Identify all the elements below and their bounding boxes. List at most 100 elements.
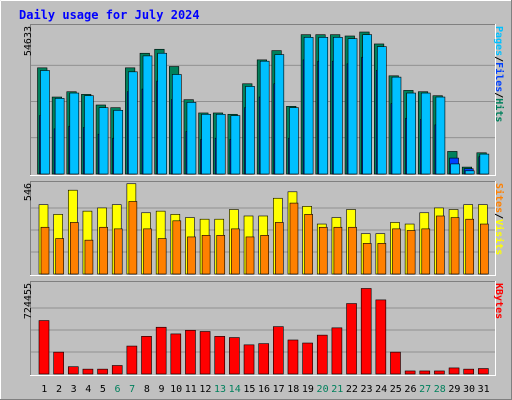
- bar-sites-day-10: [172, 220, 182, 275]
- bar-pages-day-11: [186, 102, 197, 175]
- bar-kbytes-day-17: [273, 326, 284, 375]
- x-tick-label: 31: [478, 384, 490, 395]
- bar-pages-day-6: [113, 110, 124, 175]
- bar-kbytes-day-27: [419, 370, 431, 375]
- bar-sites-day-14: [231, 228, 240, 275]
- bar-kbytes-day-29: [448, 367, 460, 375]
- bar-pages-day-27: [420, 92, 431, 175]
- bar-kbytes-day-2: [53, 351, 64, 375]
- bar-sites-day-3: [69, 222, 79, 275]
- bar-pages-day-29: [450, 163, 460, 175]
- bar-kbytes-day-13: [214, 336, 226, 375]
- bar-kbytes-day-16: [258, 343, 269, 375]
- x-tick-label: 27: [419, 384, 431, 395]
- bars-kbytes: [38, 288, 489, 375]
- x-tick-label: 9: [158, 384, 164, 395]
- x-tick-label: 17: [273, 384, 285, 395]
- bar-sites-day-28: [436, 215, 445, 275]
- legend-entry: Hits: [493, 98, 505, 122]
- bar-sites-day-24: [377, 243, 387, 275]
- bar-pages-day-15: [245, 86, 255, 175]
- bar-pages-day-28: [435, 96, 446, 175]
- bar-sites-day-13: [216, 235, 226, 275]
- bar-kbytes-day-25: [390, 351, 401, 375]
- x-tick-label: 16: [258, 384, 270, 395]
- bar-kbytes-day-6: [111, 365, 123, 375]
- bar-sites-day-7: [128, 201, 138, 275]
- bars-hits-files-pages: [37, 31, 490, 175]
- bar-sites-day-26: [406, 230, 416, 275]
- bar-pages-day-5: [98, 107, 109, 175]
- x-axis-tick-labels: 1 2 3 4 5 6 7 8 9 10 11 12 13 14 15 16 17 18 19 20 21 22 23 24 2…: [41, 384, 489, 395]
- bar-pages-day-14: [230, 115, 241, 175]
- bar-kbytes-day-8: [141, 336, 152, 375]
- bar-pages-day-17: [274, 54, 285, 175]
- bar-sites-day-2: [55, 238, 64, 275]
- bar-pages-day-4: [84, 95, 94, 175]
- bar-sites-day-29: [450, 217, 460, 275]
- bar-sites-day-21: [333, 226, 343, 275]
- bar-sites-day-17: [275, 222, 284, 275]
- bar-kbytes-day-26: [404, 370, 416, 375]
- bar-kbytes-day-28: [434, 370, 445, 375]
- x-tick-label: 15: [243, 384, 255, 395]
- legend: Pages/Files/Hits: [493, 26, 505, 122]
- bar-kbytes-day-19: [302, 342, 313, 375]
- bar-pages-day-10: [172, 74, 182, 175]
- bar-pages-day-3: [69, 92, 80, 175]
- bar-pages-day-9: [157, 52, 167, 175]
- legend-entry: KBytes: [493, 283, 504, 319]
- bar-kbytes-day-1: [38, 320, 50, 375]
- bar-sites-day-1: [40, 226, 50, 275]
- bar-sites-day-23: [362, 243, 372, 275]
- bar-pages-day-7: [128, 71, 138, 175]
- panel-visits-sites: 546 Sites/Visits: [23, 181, 505, 276]
- bar-pages-day-25: [391, 76, 402, 175]
- x-tick-label: 18: [287, 384, 299, 395]
- bar-pages-day-21: [333, 37, 343, 175]
- bar-sites-day-16: [260, 235, 269, 275]
- bar-sites-day-8: [143, 228, 152, 275]
- legend-entry: /: [493, 92, 504, 98]
- bar-kbytes-day-21: [331, 327, 343, 375]
- x-tick-label: 10: [170, 384, 182, 395]
- x-tick-label: 25: [390, 384, 402, 395]
- bar-sites-day-15: [245, 236, 255, 275]
- legend-entry: Files: [493, 62, 505, 92]
- bar-kbytes-day-24: [375, 299, 387, 375]
- bar-pages-day-24: [377, 46, 387, 175]
- bar-pages-day-1: [40, 70, 50, 175]
- x-tick-label: 19: [302, 384, 314, 395]
- bar-pages-day-12: [201, 113, 211, 175]
- bar-sites-day-5: [99, 226, 108, 275]
- x-tick-label: 24: [375, 384, 387, 395]
- bar-sites-day-27: [421, 228, 431, 275]
- x-tick-label: 26: [404, 384, 416, 395]
- bar-kbytes-day-20: [316, 334, 328, 375]
- x-tick-label: 14: [229, 384, 241, 395]
- bar-sites-day-19: [304, 214, 313, 275]
- bar-kbytes-day-12: [199, 331, 211, 375]
- legend-entry: Sites: [493, 183, 505, 213]
- x-tick-label: 13: [214, 384, 226, 395]
- bar-pages-day-20: [318, 37, 329, 175]
- bar-sites-day-11: [187, 236, 196, 275]
- bar-kbytes-day-4: [82, 368, 94, 375]
- bar-sites-day-9: [157, 238, 167, 275]
- legend-entry: Pages: [493, 26, 504, 56]
- bar-pages-day-18: [289, 107, 299, 175]
- x-tick-label: 2: [56, 384, 62, 395]
- x-tick-label: 28: [434, 384, 446, 395]
- bar-pages-day-19: [303, 37, 314, 175]
- x-tick-label: 20: [317, 384, 329, 395]
- x-tick-label: 30: [463, 384, 475, 395]
- y-max-label: 54633: [23, 26, 34, 56]
- bar-sites-day-20: [318, 226, 328, 275]
- bar-kbytes-day-7: [126, 345, 138, 375]
- bar-kbytes-day-18: [287, 339, 299, 375]
- chart-title: Daily usage for July 2024: [19, 8, 200, 22]
- bar-kbytes-day-15: [243, 344, 255, 375]
- bars-visits-sites: [38, 183, 489, 275]
